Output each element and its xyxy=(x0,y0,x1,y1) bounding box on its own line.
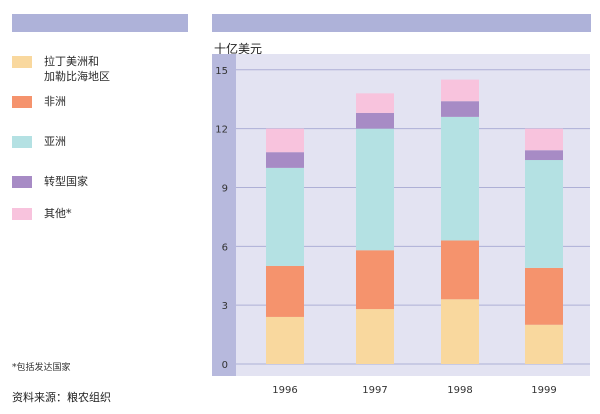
legend-label-other: 其他* xyxy=(44,207,72,220)
legend-item-transition: 转型国家 xyxy=(12,174,88,189)
y-axis-band xyxy=(212,54,236,376)
legend-label-asia: 亚洲 xyxy=(44,135,66,148)
x-tick-label: 1997 xyxy=(362,385,387,396)
legend-label-latam: 拉丁美洲和 加勒比海地区 xyxy=(44,55,110,83)
bar-segment xyxy=(441,79,479,102)
legend-item-asia: 亚洲 xyxy=(12,134,66,149)
y-tick-label: 0 xyxy=(222,360,228,371)
legend-item-africa: 非洲 xyxy=(12,94,66,109)
bar-segment xyxy=(356,93,394,113)
bar-segment xyxy=(441,116,479,241)
bar-segment xyxy=(266,265,304,317)
source-note: 资料来源：粮农组织 xyxy=(12,391,111,404)
bar-segment xyxy=(525,160,563,268)
y-tick-label: 15 xyxy=(215,66,228,77)
y-tick-label: 9 xyxy=(222,183,228,194)
bar-segment xyxy=(441,101,479,117)
legend-swatch-other xyxy=(12,208,32,220)
bar-segment xyxy=(356,309,394,364)
bar-segment xyxy=(266,167,304,266)
bar-segment xyxy=(356,112,394,129)
legend-swatch-africa xyxy=(12,96,32,108)
legend-swatch-asia xyxy=(12,136,32,148)
y-tick-label: 12 xyxy=(215,125,228,136)
bar-segment xyxy=(525,128,563,151)
chart-header-bar xyxy=(212,14,591,32)
bar-segment xyxy=(356,128,394,251)
legend-label-africa: 非洲 xyxy=(44,95,66,108)
x-tick-label: 1996 xyxy=(272,385,297,396)
bar-segment xyxy=(441,240,479,300)
y-axis-unit-label: 十亿美元 xyxy=(214,42,263,56)
bar-segment xyxy=(525,324,563,364)
left-header-bar xyxy=(12,14,188,32)
x-tick-label: 1998 xyxy=(447,385,472,396)
legend-item-latam: 拉丁美洲和 加勒比海地区 xyxy=(12,54,110,84)
footnote: *包括发达国家 xyxy=(12,363,71,373)
bar-segment xyxy=(441,299,479,364)
y-tick-label: 6 xyxy=(222,242,228,253)
bar-segment xyxy=(266,316,304,364)
bar-segment xyxy=(266,128,304,153)
legend-label-transition: 转型国家 xyxy=(44,175,88,188)
bar-segment xyxy=(266,152,304,168)
bar-segment xyxy=(356,250,394,310)
legend-item-other: 其他* xyxy=(12,206,72,221)
y-tick-label: 3 xyxy=(222,301,228,312)
bar-segment xyxy=(525,267,563,325)
legend-swatch-latam xyxy=(12,56,32,68)
x-tick-label: 1999 xyxy=(531,385,556,396)
bar-segment xyxy=(525,150,563,161)
legend-swatch-transition xyxy=(12,176,32,188)
